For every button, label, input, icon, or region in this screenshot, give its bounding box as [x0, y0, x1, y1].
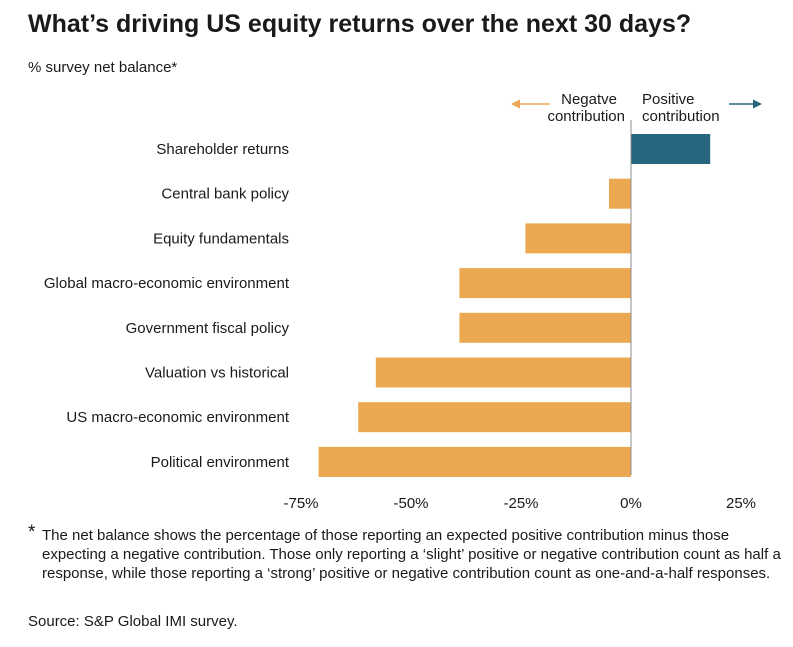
category-label-4: Government fiscal policy — [126, 320, 290, 337]
positive-arrow-icon — [753, 99, 762, 109]
bar-0 — [631, 134, 711, 164]
x-tick-label-1: -50% — [393, 495, 428, 512]
x-tick-label-3: 0% — [620, 495, 642, 512]
bar-3 — [459, 268, 631, 299]
bar-chart: Shareholder returns Central bank policy Eq… — [44, 91, 762, 512]
category-label-6: US macro-economic environment — [66, 409, 289, 426]
category-label-0: Shareholder returns — [156, 141, 289, 158]
chart-title: What’s driving US equity returns over th… — [28, 10, 692, 38]
x-tick-label-4: 25% — [726, 495, 756, 512]
legend-negative-line1: Negatve — [561, 91, 617, 108]
category-label-2: Equity fundamentals — [153, 230, 289, 247]
bar-5 — [375, 357, 631, 388]
bar-7 — [318, 446, 631, 477]
category-label-1: Central bank policy — [161, 186, 289, 203]
x-tick-label-0: -75% — [283, 495, 318, 512]
category-label-5: Valuation vs historical — [145, 365, 289, 382]
chart-subtitle: % survey net balance* — [28, 59, 178, 76]
footnote: * The net balance shows the percentage o… — [28, 522, 783, 583]
legend-negative-line2: contribution — [547, 108, 625, 125]
x-tick-label-2: -25% — [503, 495, 538, 512]
bar-4 — [459, 312, 631, 343]
bar-6 — [358, 402, 631, 433]
footnote-text: The net balance shows the percentage of … — [42, 527, 781, 582]
category-label-3: Global macro-economic environment — [44, 275, 290, 292]
legend-positive-line2: contribution — [642, 108, 720, 125]
negative-arrow-icon — [511, 99, 520, 109]
footnote-marker: * — [28, 522, 36, 543]
bar-1 — [609, 178, 631, 209]
legend-positive-line1: Positive — [642, 91, 695, 108]
bar-2 — [525, 223, 631, 254]
category-label-7: Political environment — [151, 454, 290, 471]
source-note: Source: S&P Global IMI survey. — [28, 613, 238, 630]
